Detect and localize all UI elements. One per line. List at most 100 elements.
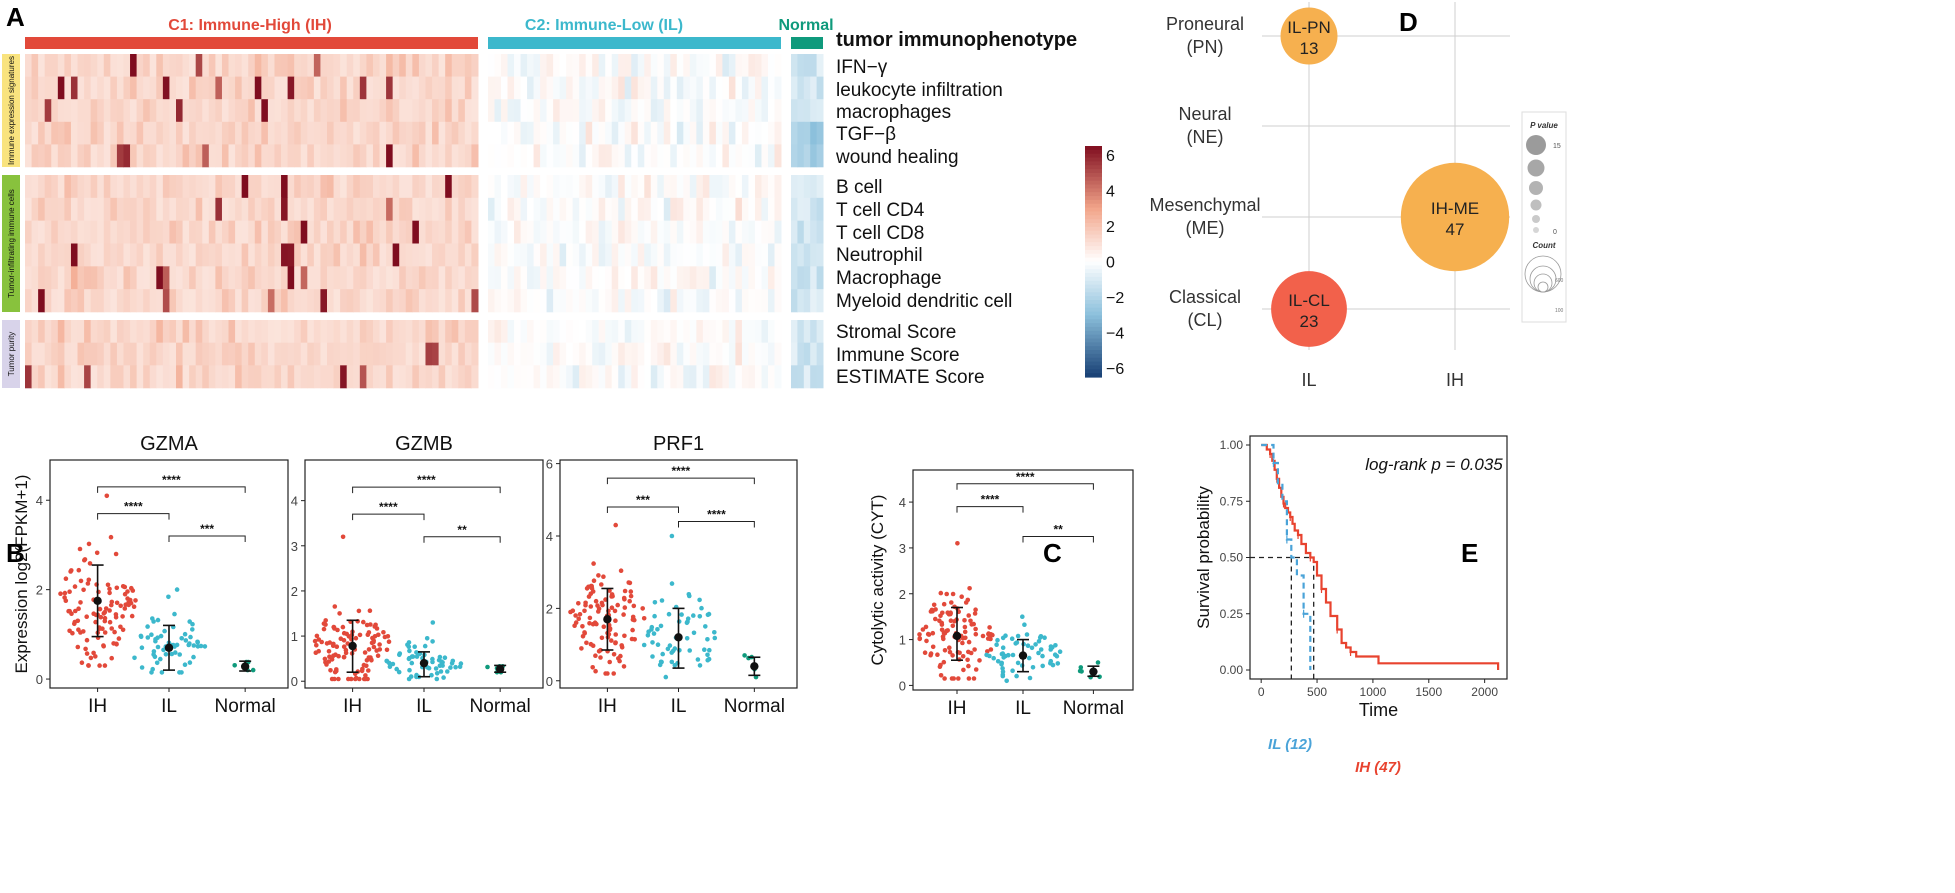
heatmap-cell (25, 197, 33, 221)
heatmap-cell (64, 175, 72, 199)
heatmap-cell (810, 197, 818, 221)
heatmap-cell (432, 144, 440, 168)
heatmap-cell (533, 144, 541, 168)
heatmap-cell (399, 76, 407, 100)
heatmap-cell (307, 320, 315, 343)
heatmap-cell (51, 266, 59, 290)
data-point (139, 645, 145, 650)
heatmap-cell (514, 54, 522, 77)
heatmap-cell (657, 121, 665, 145)
heatmap-cell (176, 99, 184, 123)
heatmap-cell (228, 54, 236, 77)
heatmap-cell (320, 342, 328, 366)
heatmap-cell (405, 266, 413, 290)
heatmap-cell (176, 175, 184, 199)
heatmap-cell (44, 220, 52, 244)
data-point (438, 669, 444, 674)
colorbar-segment (1085, 165, 1102, 170)
heatmap-cell (353, 320, 361, 343)
heatmap-cell (624, 144, 632, 168)
x-category-label: IL (1301, 370, 1316, 390)
heatmap-cell (169, 320, 177, 343)
heatmap-cell (31, 289, 39, 313)
heatmap-cell (618, 220, 626, 244)
heatmap-cell (605, 289, 613, 313)
data-point (669, 581, 675, 586)
heatmap-cell (300, 76, 308, 100)
heatmap-cell (38, 342, 46, 366)
heatmap-cell (754, 320, 762, 343)
heatmap-cell (735, 342, 743, 366)
heatmap-cell (353, 243, 361, 267)
heatmap-cell (241, 197, 249, 221)
heatmap-cell (624, 99, 632, 123)
data-point (631, 603, 637, 609)
heatmap-cell (44, 175, 52, 199)
heatmap-cell (605, 342, 613, 366)
heatmap-cell (438, 266, 446, 290)
heatmap-cell (592, 197, 600, 221)
heatmap-cell (572, 144, 580, 168)
heatmap-cell (182, 220, 190, 244)
heatmap-cell (235, 342, 243, 366)
heatmap-cell (797, 197, 805, 221)
heatmap-cell (748, 144, 756, 168)
data-point (150, 666, 155, 672)
heatmap-cell (235, 76, 243, 100)
data-point (348, 676, 354, 682)
y-tick-label: 2 (36, 583, 43, 598)
heatmap-cell (97, 342, 105, 366)
heatmap-cell (51, 243, 59, 267)
bubble (1271, 271, 1347, 347)
colorbar-segment (1085, 284, 1102, 290)
heatmap-cell (611, 197, 619, 221)
heatmap-cell (215, 289, 223, 313)
heatmap-cell (728, 320, 736, 343)
heatmap-cell (103, 144, 111, 168)
heatmap-cell (399, 197, 407, 221)
heatmap-cell (333, 175, 341, 199)
heatmap-cell (683, 144, 691, 168)
heatmap-cell (51, 342, 59, 366)
data-point (965, 657, 970, 663)
data-point (1025, 643, 1031, 648)
colorbar-segment (1085, 261, 1102, 266)
heatmap-cell (313, 243, 321, 267)
heatmap-cell (169, 54, 177, 77)
heatmap-cell (31, 365, 39, 389)
data-point (590, 665, 595, 670)
heatmap-cell (136, 197, 144, 221)
mean-point (750, 662, 759, 671)
heatmap-cell (64, 266, 72, 290)
colorbar-segment (1085, 157, 1102, 162)
heatmap-cell (644, 144, 652, 168)
data-point (985, 636, 991, 641)
data-point (655, 627, 660, 632)
data-point (384, 647, 390, 653)
heatmap-cell (722, 76, 730, 100)
heatmap-cell (313, 342, 321, 366)
heatmap-cell (353, 220, 361, 244)
heatmap-cell (458, 365, 466, 389)
heatmap-row-label: Immune Score (836, 345, 960, 366)
data-point (63, 576, 69, 581)
heatmap-cell (267, 243, 275, 267)
y-tick-label: 0.25 (1220, 607, 1244, 621)
data-point (594, 621, 599, 627)
significance-bracket (97, 486, 246, 493)
colorbar-segment (1085, 334, 1102, 340)
heatmap-cell (405, 54, 413, 77)
heatmap-cell (425, 54, 433, 77)
heatmap-cell (156, 220, 164, 244)
heatmap-cell (333, 220, 341, 244)
colorbar-segment (1085, 311, 1102, 316)
y-tick-label: 4 (546, 529, 553, 544)
heatmap-cell (637, 121, 645, 145)
data-point (113, 612, 119, 617)
heatmap-cell (110, 144, 118, 168)
heatmap-cell (572, 197, 580, 221)
heatmap-cell (412, 121, 420, 145)
heatmap-cell (333, 197, 341, 221)
heatmap-cell (464, 144, 472, 168)
heatmap-cell (644, 76, 652, 100)
